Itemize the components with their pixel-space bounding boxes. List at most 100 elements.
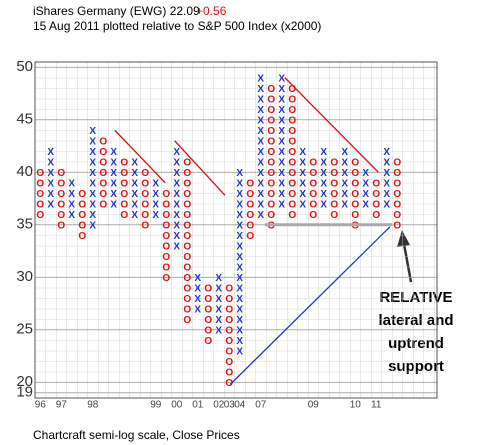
box: X <box>110 178 117 189</box>
box: O <box>330 178 338 189</box>
box: X <box>236 273 243 284</box>
box: X <box>320 147 327 158</box>
box: X <box>278 189 285 200</box>
box: X <box>110 199 117 210</box>
box: O <box>246 199 254 210</box>
box: X <box>236 294 243 305</box>
box: X <box>236 252 243 263</box>
box: O <box>120 199 128 210</box>
box: X <box>257 115 264 126</box>
box: O <box>225 315 233 326</box>
box: O <box>288 157 296 168</box>
x-tick-label: 98 <box>87 400 99 411</box>
box: X <box>257 189 264 200</box>
box: O <box>99 189 107 200</box>
box: O <box>162 252 170 263</box>
box: X <box>236 325 243 336</box>
box: X <box>131 178 138 189</box>
y-tick-label: 45 <box>16 111 33 128</box>
box: O <box>162 210 170 221</box>
box: O <box>141 189 149 200</box>
box: X <box>47 168 54 179</box>
box: O <box>351 199 359 210</box>
box: X <box>236 220 243 231</box>
box: O <box>57 178 65 189</box>
box: O <box>99 168 107 179</box>
box: X <box>89 136 96 147</box>
box: X <box>383 199 390 210</box>
box: X <box>236 199 243 210</box>
box: X <box>110 189 117 200</box>
box: O <box>267 126 275 137</box>
box: O <box>120 210 128 221</box>
box: X <box>47 199 54 210</box>
box: O <box>36 199 44 210</box>
box: X <box>68 199 75 210</box>
box: O <box>141 199 149 210</box>
box: X <box>173 231 180 242</box>
box: O <box>372 199 380 210</box>
box: X <box>320 199 327 210</box>
box: X <box>341 189 348 200</box>
box: O <box>57 210 65 221</box>
box: O <box>225 325 233 336</box>
box: O <box>36 168 44 179</box>
box: O <box>99 147 107 158</box>
box: X <box>131 157 138 168</box>
box: X <box>215 294 222 305</box>
box: O <box>99 136 107 147</box>
box: O <box>288 84 296 95</box>
box: X <box>257 73 264 84</box>
box: O <box>267 210 275 221</box>
box: X <box>236 315 243 326</box>
box: O <box>204 325 212 336</box>
box: X <box>299 168 306 179</box>
box: X <box>68 178 75 189</box>
box: X <box>278 126 285 137</box>
box: O <box>162 199 170 210</box>
box: O <box>267 84 275 95</box>
box: X <box>341 199 348 210</box>
box: O <box>225 304 233 315</box>
box: O <box>225 357 233 368</box>
box: O <box>183 199 191 210</box>
box: O <box>183 178 191 189</box>
box: O <box>351 157 359 168</box>
box: O <box>183 189 191 200</box>
box: O <box>204 315 212 326</box>
box: X <box>173 199 180 210</box>
change: +0.56 <box>196 4 227 18</box>
box: X <box>173 168 180 179</box>
box: O <box>393 199 401 210</box>
box: X <box>320 168 327 179</box>
box: O <box>204 304 212 315</box>
box: X <box>173 157 180 168</box>
box: O <box>393 168 401 179</box>
box: X <box>215 304 222 315</box>
box: O <box>183 241 191 252</box>
box: O <box>78 199 86 210</box>
box: X <box>383 168 390 179</box>
box: X <box>362 178 369 189</box>
box: X <box>131 189 138 200</box>
box: X <box>152 178 159 189</box>
box: O <box>246 189 254 200</box>
box: O <box>99 178 107 189</box>
box: O <box>288 126 296 137</box>
box: X <box>320 157 327 168</box>
box: O <box>288 199 296 210</box>
box: O <box>183 273 191 284</box>
box: X <box>236 241 243 252</box>
box: O <box>183 252 191 263</box>
y-tick-label: 35 <box>16 216 33 233</box>
box: O <box>309 199 317 210</box>
x-tick-label: 96 <box>35 400 47 411</box>
